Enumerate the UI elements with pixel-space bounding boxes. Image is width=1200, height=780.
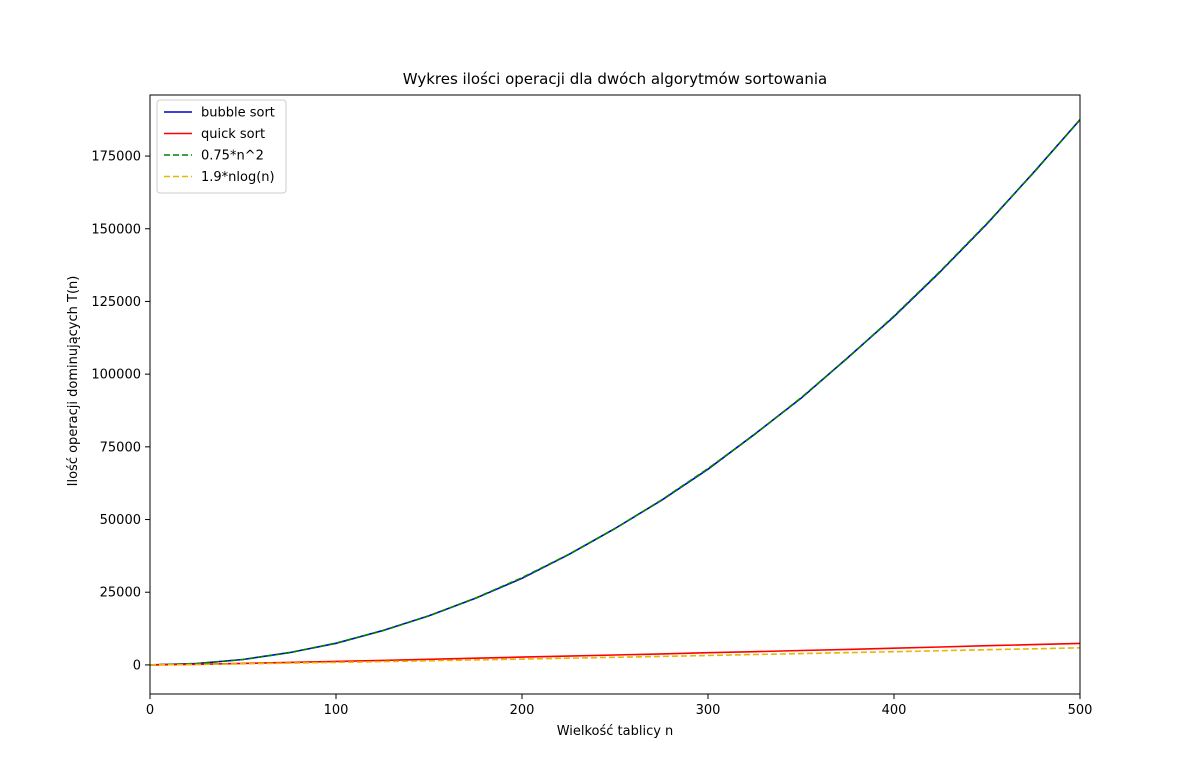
x-axis: 0 100 200 300 400 500 (146, 694, 1093, 718)
y-tick-label: 125000 (91, 295, 141, 310)
y-tick-label: 0 (133, 658, 141, 673)
chart-title: Wykres ilości operacji dla dwóch algoryt… (403, 70, 827, 88)
plot-frame (149, 94, 1081, 695)
y-tick-label: 25000 (100, 586, 141, 601)
series-line-1-9-nlog-n (150, 647, 1080, 666)
y-tick-label: 150000 (91, 222, 141, 237)
plot-area (149, 94, 1081, 695)
x-tick-label: 100 (324, 703, 349, 718)
legend-entry: quick sort (201, 127, 265, 142)
x-tick-label: 500 (1068, 703, 1093, 718)
y-axis: 0 25000 50000 75000 100000 125000 150000 175000 (91, 150, 150, 673)
x-tick-label: 200 (510, 703, 535, 718)
y-tick-label: 100000 (91, 368, 141, 383)
x-tick-label: 400 (882, 703, 907, 718)
legend-entry: bubble sort (201, 106, 275, 121)
x-tick-label: 0 (146, 703, 154, 718)
y-axis-label: Ilość operacji dominujących T(n) (66, 276, 81, 487)
x-axis-label: Wielkość tablicy n (557, 724, 674, 739)
x-tick-label: 300 (696, 703, 721, 718)
legend-entry: 0.75*n^2 (201, 149, 264, 164)
series-line-bubble-sort (150, 119, 1080, 666)
legend: bubble sort quick sort 0.75*n^2 1.9*nlog(n) (156, 99, 287, 194)
y-tick-label: 175000 (91, 150, 141, 165)
legend-entry: 1.9*nlog(n) (201, 170, 275, 185)
series-line-0-75-n-2 (150, 119, 1080, 666)
y-tick-label: 75000 (100, 440, 141, 455)
series-line-quick-sort (150, 642, 1080, 666)
y-tick-label: 50000 (100, 513, 141, 528)
legend-box (156, 99, 287, 194)
